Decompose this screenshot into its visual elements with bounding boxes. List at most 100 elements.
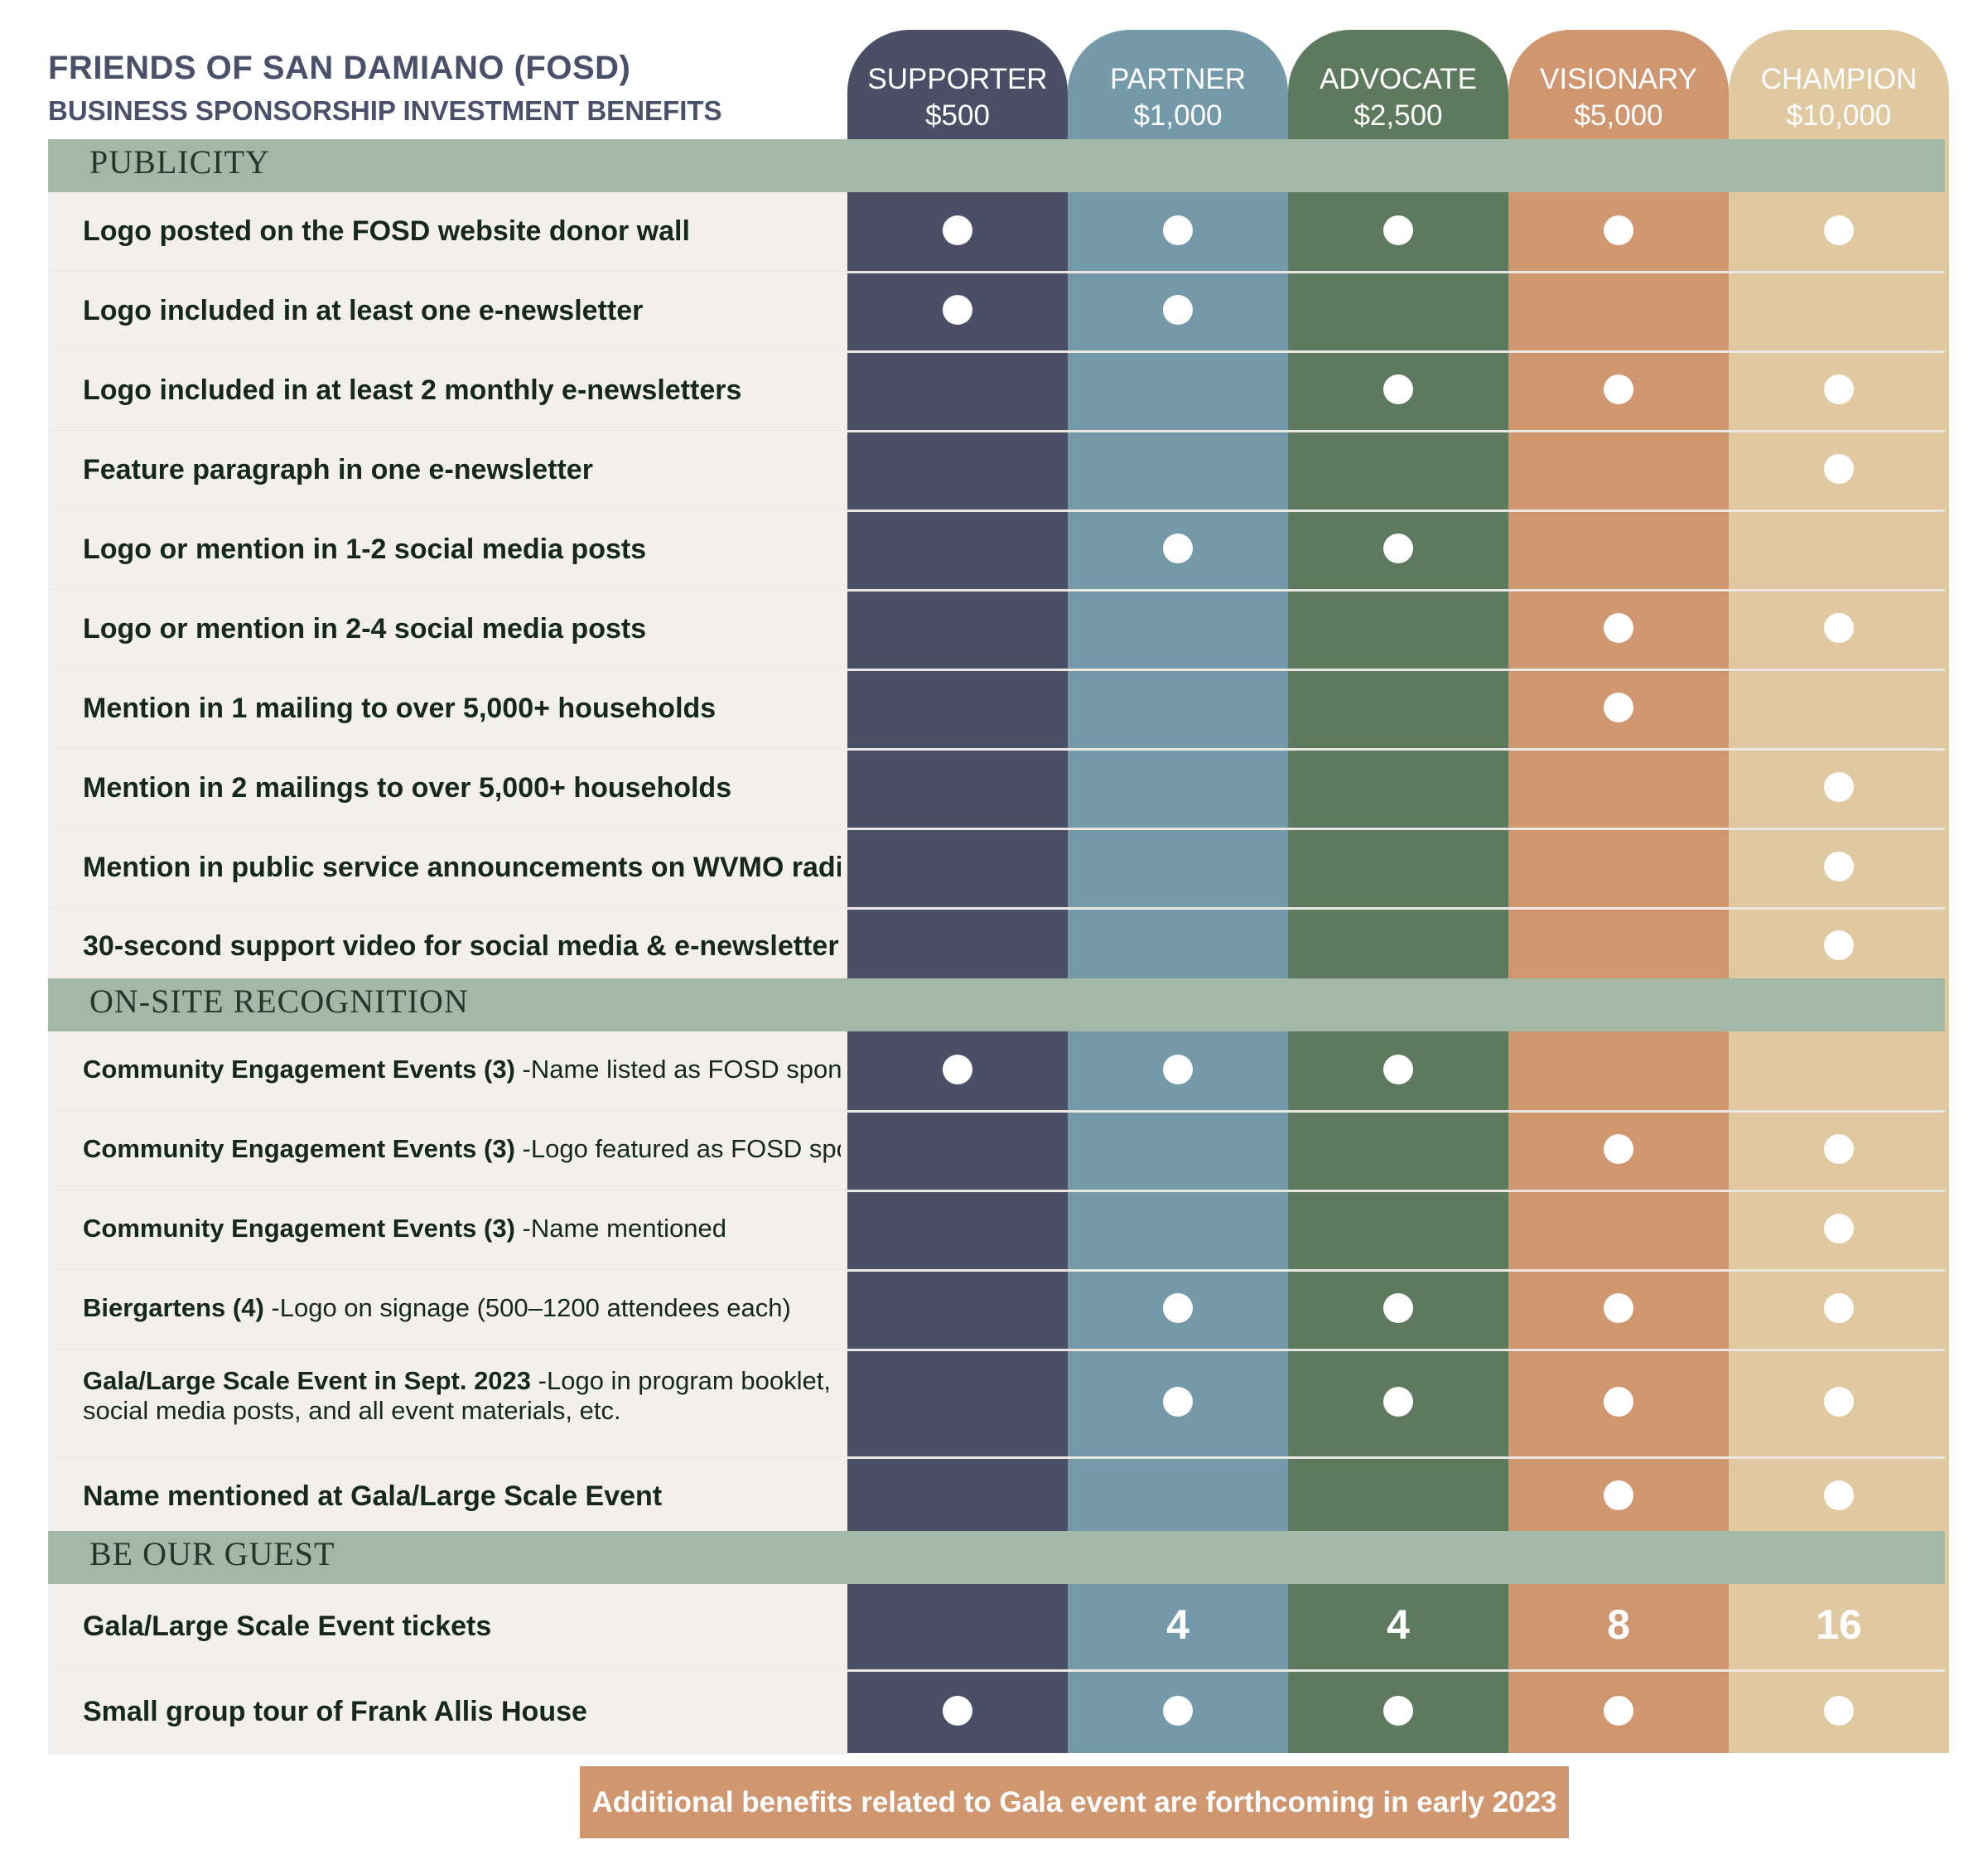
included-dot-champion: [1824, 1293, 1854, 1323]
benefit-label-main: Feature paragraph in one e-newsletter: [83, 454, 593, 485]
tier-name: PARTNER: [1109, 63, 1246, 95]
included-dot-visionary: [1604, 1134, 1633, 1164]
included-dot-partner: [1163, 1387, 1193, 1417]
benefit-label: Mention in public service announcements …: [83, 852, 841, 884]
benefit-label: Name mentioned at Gala/Large Scale Event: [83, 1480, 841, 1513]
benefit-label-main: Community Engagement Events (3): [83, 1134, 515, 1163]
table-row: [48, 431, 847, 510]
table-row: [48, 272, 847, 351]
included-dot-visionary: [1604, 1293, 1633, 1323]
tier-header-partner: PARTNER $1,000: [1068, 61, 1288, 134]
benefit-label: Logo included in at least one e-newslett…: [83, 295, 841, 327]
included-dot-visionary: [1604, 374, 1633, 404]
benefit-label-detail: -Name listed as FOSD sponsor: [522, 1055, 841, 1084]
table-row: [48, 510, 847, 590]
included-dot-supporter: [943, 295, 972, 325]
included-dot-champion: [1824, 374, 1854, 404]
ticket-count-partner: 4: [1166, 1601, 1189, 1648]
tier-column-visionary: [1508, 30, 1729, 1753]
tier-header-supporter: SUPPORTER $500: [847, 61, 1068, 134]
row-divider: [48, 1349, 1945, 1351]
tier-header-visionary: VISIONARY $5,000: [1508, 61, 1729, 134]
row-divider: [48, 430, 1945, 432]
table-row: [48, 828, 847, 908]
included-dot-champion: [1824, 1480, 1854, 1510]
section-header-be-our-guest: BE OUR GUEST: [48, 1531, 1945, 1584]
benefit-label: Feature paragraph in one e-newsletter: [83, 454, 841, 486]
table-row: [48, 1350, 847, 1457]
footer-note: Additional benefits related to Gala even…: [580, 1766, 1569, 1838]
included-dot-partner: [1163, 1696, 1193, 1726]
tier-column-champion: [1729, 30, 1949, 1753]
section-title: ON-SITE RECOGNITION: [89, 983, 469, 1020]
included-dot-advocate: [1383, 1387, 1413, 1417]
benefit-label-detail: -Logo on signage (500–1200 attendees eac…: [263, 1293, 791, 1322]
included-dot-partner: [1163, 215, 1193, 245]
included-dot-visionary: [1604, 1696, 1633, 1726]
benefit-label-main: Gala/Large Scale Event tickets: [83, 1610, 492, 1642]
benefit-label-main: Mention in 2 mailings to over 5,000+ hou…: [83, 772, 732, 804]
tier-name: VISIONARY: [1540, 63, 1697, 95]
benefit-label-main: Logo posted on the FOSD website donor wa…: [83, 215, 690, 247]
included-dot-champion: [1824, 1387, 1854, 1417]
row-divider: [48, 828, 1945, 830]
included-dot-advocate: [1383, 374, 1413, 404]
row-divider: [48, 669, 1945, 671]
included-dot-visionary: [1604, 693, 1633, 722]
page-subtitle: BUSINESS SPONSORSHIP INVESTMENT BENEFITS: [48, 95, 722, 126]
table-row: [48, 1670, 847, 1755]
benefit-label-main: Gala/Large Scale Event in Sept. 2023: [83, 1366, 532, 1395]
benefit-label-main: Mention in 1 mailing to over 5,000+ hous…: [83, 693, 717, 724]
included-dot-advocate: [1383, 1055, 1413, 1084]
included-dot-supporter: [943, 1696, 972, 1726]
benefit-label: Small group tour of Frank Allis House: [83, 1696, 841, 1728]
included-dot-champion: [1824, 930, 1854, 960]
benefit-label-main: Logo included in at least 2 monthly e-ne…: [83, 374, 742, 406]
included-dot-visionary: [1604, 215, 1633, 245]
row-divider: [48, 1456, 1945, 1459]
included-dot-champion: [1824, 1134, 1854, 1164]
benefit-label: Mention in 2 mailings to over 5,000+ hou…: [83, 772, 841, 804]
benefit-label: Logo or mention in 2-4 social media post…: [83, 613, 841, 645]
included-dot-advocate: [1383, 1696, 1413, 1726]
tier-name: SUPPORTER: [867, 63, 1048, 95]
included-dot-visionary: [1604, 1480, 1633, 1510]
table-row: [48, 1031, 847, 1111]
table-row: [48, 1270, 847, 1350]
benefit-label-main: Name mentioned at Gala/Large Scale Event: [83, 1480, 663, 1512]
benefit-label-main: Mention in public service announcements …: [83, 852, 841, 883]
tier-header-advocate: ADVOCATE $2,500: [1288, 61, 1508, 134]
tier-price: $2,500: [1353, 99, 1443, 132]
section-header-publicity: PUBLICITY: [48, 139, 1945, 192]
table-row: [48, 1111, 847, 1190]
row-divider: [48, 748, 1945, 751]
row-divider: [48, 907, 1945, 910]
included-dot-champion: [1824, 772, 1854, 802]
tier-price: $10,000: [1786, 99, 1892, 132]
included-dot-partner: [1163, 295, 1193, 325]
benefit-label-main: Logo or mention in 1-2 social media post…: [83, 534, 647, 565]
row-divider: [48, 589, 1945, 592]
row-divider: [48, 1190, 1945, 1192]
benefit-label: Logo included in at least 2 monthly e-ne…: [83, 374, 841, 407]
benefit-label: Community Engagement Events (3) -Name me…: [83, 1214, 841, 1243]
included-dot-champion: [1824, 1214, 1854, 1243]
tier-price: $5,000: [1574, 99, 1663, 132]
section-title: PUBLICITY: [89, 143, 270, 181]
benefit-label-main: Community Engagement Events (3): [83, 1055, 515, 1084]
benefit-label-main: Logo included in at least one e-newslett…: [83, 295, 644, 326]
benefit-label: Mention in 1 mailing to over 5,000+ hous…: [83, 693, 841, 725]
benefit-label-main: Community Engagement Events (3): [83, 1214, 515, 1243]
row-divider: [48, 509, 1945, 512]
table-row: [48, 590, 847, 669]
tier-name: CHAMPION: [1760, 63, 1918, 95]
row-divider: [48, 1669, 1945, 1672]
benefit-label-detail: -Logo featured as FOSD sponsor: [522, 1134, 841, 1163]
benefit-label-main: 30-second support video for social media…: [83, 930, 839, 962]
tier-column-partner: [1068, 30, 1288, 1753]
included-dot-partner: [1163, 1293, 1193, 1323]
benefit-label-detail: -Logo in program booklet, social media p…: [83, 1366, 831, 1425]
benefit-label-main: Biergartens (4): [83, 1293, 264, 1322]
table-row: [48, 1190, 847, 1270]
benefit-label-main: Small group tour of Frank Allis House: [83, 1696, 587, 1727]
